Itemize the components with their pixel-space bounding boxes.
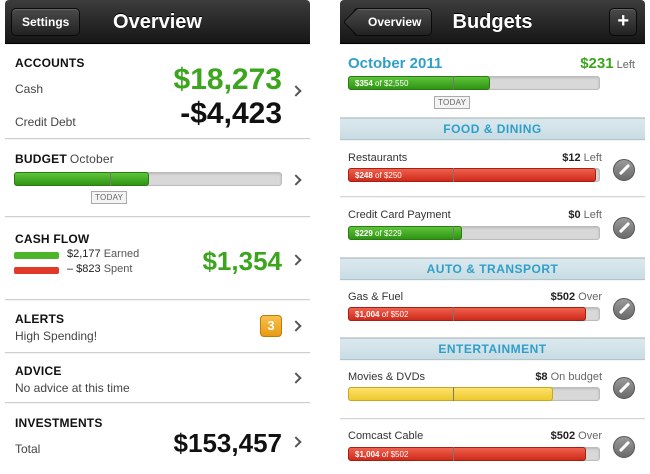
cash-value: $18,273 [173, 63, 282, 96]
accounts-heading: ACCOUNTS [15, 56, 85, 70]
item-progress-bar [348, 387, 600, 401]
alerts-text: High Spending! [15, 329, 98, 343]
earned-text: $2,177 Earned [67, 248, 140, 260]
budget-item-credit-card-payment[interactable]: Credit Card Payment $0 Left $229 of $229 [340, 198, 645, 258]
budget-item-restaurants[interactable]: Restaurants $12 Left $248 of $250 [340, 141, 645, 197]
chevron-right-icon [290, 436, 302, 448]
budgets-screen: Overview Budgets + October 2011 $231 Lef… [340, 0, 645, 474]
category-entertainment: ENTERTAINMENT [340, 338, 645, 360]
accounts-section[interactable]: ACCOUNTS Cash $18,273 Credit Debt -$4,42… [5, 45, 310, 139]
item-amount: $0 Left [568, 209, 602, 221]
category-auto-transport: AUTO & TRANSPORT [340, 258, 645, 280]
investments-section[interactable]: INVESTMENTS Total $153,457 [5, 404, 310, 474]
budget-item-gas-fuel[interactable]: Gas & Fuel $502 Over $1,004 of $502 [340, 281, 645, 338]
advice-heading: ADVICE [15, 364, 62, 378]
today-marker [453, 307, 454, 321]
credit-debt-label: Credit Debt [15, 115, 76, 129]
net-cash-flow-value: $1,354 [202, 246, 282, 276]
item-amount: $502 Over [550, 291, 602, 303]
summary-left: $231 Left [580, 55, 635, 72]
cash-flow-heading: CASH FLOW [15, 232, 90, 246]
overview-title: Overview [113, 11, 202, 33]
add-budget-button[interactable]: + [609, 8, 637, 36]
investments-total-label: Total [15, 442, 41, 456]
item-bar-text: $229 of $229 [355, 229, 402, 238]
spent-bar [14, 267, 59, 274]
alerts-heading: ALERTS [15, 312, 65, 326]
item-progress-bar: $1,004 of $502 [348, 307, 600, 321]
chevron-right-icon [290, 85, 302, 97]
alerts-count-badge: 3 [260, 315, 282, 337]
credit-debt-value: -$4,423 [180, 97, 282, 130]
item-progress-fill: $248 of $250 [348, 168, 596, 182]
chevron-right-icon [290, 372, 302, 384]
spent-text: – $823 Spent [67, 263, 133, 275]
budget-item-movies-dvds[interactable]: Movies & DVDs $8 On budget [340, 361, 645, 419]
today-label: TODAY [434, 96, 471, 109]
category-food-dining: FOOD & DINING [340, 118, 645, 140]
settings-button[interactable]: Settings [11, 8, 81, 36]
edit-pencil-icon[interactable] [613, 298, 635, 320]
today-marker [453, 226, 454, 240]
edit-pencil-icon[interactable] [613, 159, 635, 181]
cash-flow-section[interactable]: CASH FLOW $2,177 Earned – $823 Spent $1,… [5, 218, 310, 300]
item-amount: $12 Left [562, 152, 602, 164]
budget-summary: October 2011 $231 Left $354 of $2,550 TO… [340, 45, 645, 118]
summary-month: October 2011 [348, 55, 443, 72]
budget-progress-bar [14, 172, 282, 186]
item-bar-text: $1,004 of $502 [355, 450, 409, 459]
item-progress-bar: $1,004 of $502 [348, 447, 600, 461]
chevron-right-icon [290, 320, 302, 332]
edit-pencil-icon[interactable] [613, 217, 635, 239]
item-name: Gas & Fuel [348, 291, 404, 303]
edit-pencil-icon[interactable] [613, 436, 635, 458]
earned-bar [14, 252, 59, 259]
today-marker [453, 387, 454, 401]
today-marker [453, 76, 454, 90]
item-name: Movies & DVDs [348, 371, 426, 383]
item-progress-fill: $229 of $229 [348, 226, 462, 240]
summary-bar-text: $354 of $2,550 [355, 79, 409, 88]
item-bar-text: $1,004 of $502 [355, 310, 409, 319]
item-bar-text: $248 of $250 [355, 171, 402, 180]
item-name: Credit Card Payment [348, 209, 451, 221]
chevron-right-icon [290, 254, 302, 266]
item-name: Restaurants [348, 152, 408, 164]
alerts-section[interactable]: ALERTS High Spending! 3 [5, 301, 310, 353]
investments-total-value: $153,457 [173, 428, 282, 458]
edit-pencil-icon[interactable] [613, 377, 635, 399]
item-amount: $502 Over [550, 430, 602, 442]
today-marker [453, 168, 454, 182]
item-progress-fill: $1,004 of $502 [348, 447, 586, 461]
summary-progress-fill: $354 of $2,550 [348, 76, 490, 90]
budget-month: October [69, 152, 114, 166]
today-marker [110, 172, 111, 186]
budgets-navbar: Overview Budgets + [340, 0, 645, 44]
today-marker [453, 447, 454, 461]
budget-section[interactable]: BUDGET October TODAY [5, 140, 310, 217]
item-progress-bar: $229 of $229 [348, 226, 600, 240]
overview-screen: Settings Overview ACCOUNTS Cash $18,273 … [5, 0, 310, 474]
budget-item-comcast-cable[interactable]: Comcast Cable $502 Over $1,004 of $502 [340, 420, 645, 474]
cash-label: Cash [15, 82, 44, 96]
overview-navbar: Settings Overview [5, 0, 310, 44]
item-progress-fill: $1,004 of $502 [348, 307, 586, 321]
item-amount: $8 On budget [535, 371, 602, 383]
back-to-overview-button[interactable]: Overview [353, 8, 433, 36]
budget-heading: BUDGET October [15, 152, 114, 166]
chevron-right-icon [290, 174, 302, 186]
today-label: TODAY [91, 191, 128, 204]
advice-text: No advice at this time [15, 381, 130, 395]
item-progress-bar: $248 of $250 [348, 168, 600, 182]
budget-progress-fill [14, 172, 149, 186]
summary-progress-bar: $354 of $2,550 [348, 76, 600, 90]
advice-section[interactable]: ADVICE No advice at this time [5, 354, 310, 403]
item-progress-fill [348, 387, 553, 401]
investments-heading: INVESTMENTS [15, 416, 103, 430]
item-name: Comcast Cable [348, 430, 424, 442]
budgets-title: Budgets [452, 11, 533, 33]
